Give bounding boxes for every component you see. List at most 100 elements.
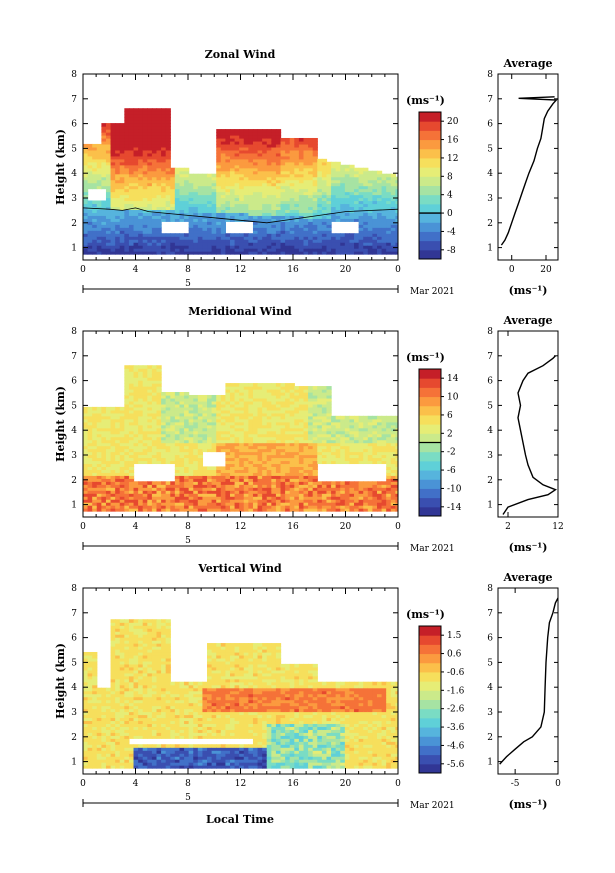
heatmap-cell (197, 481, 204, 485)
heatmap-cell (294, 409, 300, 414)
heatmap-cell (174, 493, 181, 497)
heatmap-cell (119, 221, 125, 225)
heatmap-cell (211, 481, 217, 485)
heatmap-cell (289, 415, 295, 420)
heatmap-cell (331, 161, 337, 166)
heatmap-cell (138, 380, 144, 384)
heatmap-cell (303, 173, 309, 178)
heatmap-cell (289, 448, 295, 453)
heatmap-cell (83, 143, 89, 148)
heatmap-cell (220, 182, 226, 187)
heatmap-cell (321, 194, 328, 199)
heatmap-cell (193, 173, 199, 178)
heatmap-cell (184, 209, 190, 213)
heatmap-cell (280, 406, 286, 411)
heatmap-cell (367, 493, 373, 497)
heatmap-cell (133, 397, 139, 402)
heatmap-cell (271, 472, 277, 476)
heatmap-cell (340, 251, 346, 255)
heatmap-cell (239, 502, 245, 506)
heatmap-cell (363, 212, 369, 216)
heatmap-cell (124, 365, 130, 369)
heatmap-cell (294, 200, 300, 205)
heatmap-cell (303, 427, 309, 432)
heatmap-cell (138, 111, 144, 115)
heatmap-cell (156, 167, 162, 172)
heatmap-cell (289, 484, 295, 488)
heatmap-cell (138, 430, 144, 435)
heatmap-cell (105, 406, 112, 411)
heatmap-cell (257, 508, 263, 512)
heatmap-cell (207, 412, 213, 417)
heatmap-cell (321, 167, 328, 172)
heatmap-cell (147, 403, 153, 408)
heatmap-cell (303, 433, 309, 438)
heatmap-cell (331, 176, 337, 181)
heatmap-cell (170, 505, 176, 509)
heatmap-cell (110, 466, 116, 470)
heatmap-cell (294, 140, 300, 145)
heatmap-cell (119, 179, 125, 184)
heatmap-cell (174, 218, 181, 222)
heatmap-cell (142, 126, 148, 130)
heatmap-cell (298, 152, 305, 157)
heatmap-cell (275, 406, 282, 411)
heatmap-cell (170, 430, 176, 435)
heatmap-cell (349, 496, 355, 500)
heatmap-cell (262, 203, 268, 208)
heatmap-cell (234, 424, 240, 429)
heatmap-cell (202, 415, 208, 420)
heatmap-cell (156, 191, 162, 196)
heatmap-cell (216, 400, 222, 405)
heatmap-cell (128, 212, 135, 216)
heatmap-cell (363, 415, 369, 420)
heatmap-cell (96, 442, 102, 447)
heatmap-cell (147, 206, 153, 211)
heatmap-cell (161, 487, 167, 491)
heatmap-cell (294, 424, 300, 429)
heatmap-cell (275, 415, 282, 420)
heatmap-cell (151, 383, 158, 387)
heatmap-cell (289, 478, 295, 482)
heatmap-cell (303, 236, 309, 240)
heatmap-cell (234, 182, 240, 187)
heatmap-cell (326, 197, 332, 202)
heatmap-cell (298, 209, 305, 213)
heatmap-cell (285, 418, 291, 423)
heatmap-cell (179, 200, 185, 205)
heatmap-cell (156, 111, 162, 115)
heatmap-cell (335, 448, 341, 453)
heatmap-cell (151, 239, 158, 243)
heatmap-cell (225, 466, 231, 470)
heatmap-cell (147, 158, 153, 163)
heatmap-cell (349, 418, 355, 423)
heatmap-cell (105, 496, 112, 500)
heatmap-cell (202, 221, 208, 225)
heatmap-cell (289, 392, 295, 396)
heatmap-cell (110, 421, 116, 426)
heatmap-cell (239, 245, 245, 249)
heatmap-cell (285, 424, 291, 429)
heatmap-cell (331, 182, 337, 187)
heatmap-cell (184, 424, 190, 429)
heatmap-cell (101, 206, 107, 211)
heatmap-cell (280, 409, 286, 414)
heatmap-cell (147, 173, 153, 178)
heatmap-cell (298, 386, 305, 390)
heatmap-cell (188, 212, 194, 216)
heatmap-cell (124, 221, 130, 225)
heatmap-cell (151, 149, 158, 154)
heatmap-cell (317, 460, 323, 465)
heatmap-cell (363, 248, 369, 252)
heatmap-cell (252, 242, 259, 246)
heatmap-cell (115, 466, 121, 470)
heatmap-cell (115, 505, 121, 509)
heatmap-cell (285, 415, 291, 420)
heatmap-cell (298, 212, 305, 216)
heatmap-cell (372, 242, 378, 246)
heatmap-cell (124, 191, 130, 196)
heatmap-cell (161, 448, 167, 453)
heatmap-cell (289, 421, 295, 426)
heatmap-cell (161, 454, 167, 459)
heatmap-cell (165, 239, 171, 243)
